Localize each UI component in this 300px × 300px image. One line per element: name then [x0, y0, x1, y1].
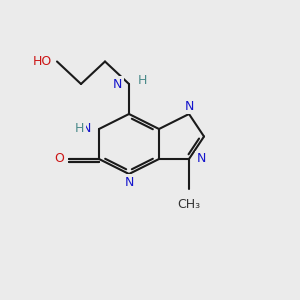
Text: O: O [55, 152, 64, 166]
Text: H: H [75, 122, 85, 136]
Text: H: H [137, 74, 147, 87]
Text: N: N [113, 77, 122, 91]
Text: N: N [184, 100, 194, 112]
Text: CH₃: CH₃ [177, 198, 201, 211]
Text: N: N [124, 176, 134, 188]
Text: N: N [196, 152, 206, 166]
Text: HO: HO [33, 55, 52, 68]
Text: N: N [82, 122, 92, 136]
